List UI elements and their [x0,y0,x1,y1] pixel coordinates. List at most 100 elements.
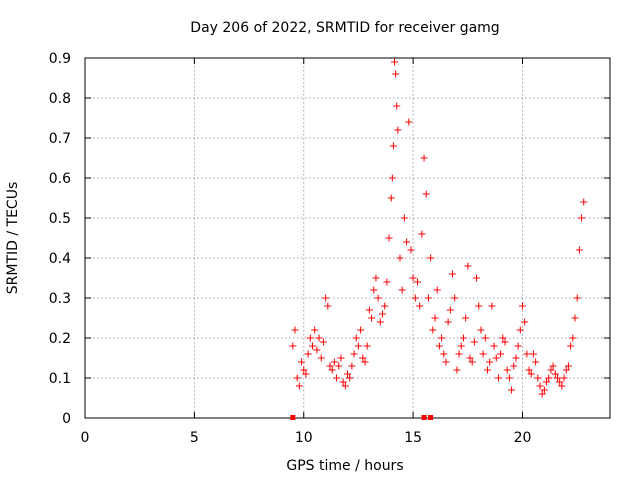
data-point [503,366,511,374]
data-point [492,354,500,362]
data-point [556,378,564,386]
data-point [315,334,323,342]
data-point [370,286,378,294]
data-point [379,310,386,318]
y-tick-label: 0.4 [49,251,71,267]
data-point [306,334,314,342]
data-point [381,302,389,310]
y-tick-label: 0.5 [49,211,71,227]
data-point [512,354,520,362]
data-point [435,342,443,350]
y-tick-label: 0.6 [49,171,71,187]
data-point [339,378,347,386]
x-axis-label: GPS time / hours [286,458,403,474]
data-point [457,342,465,350]
data-point [488,302,496,310]
data-point [560,374,568,382]
data-point [497,350,505,358]
data-point [455,350,463,358]
data-point [494,374,502,382]
data-point [551,370,559,378]
data-point [326,362,334,370]
data-point [352,334,360,342]
data-point [554,374,561,382]
data-point [475,302,483,310]
data-point [484,366,491,374]
chart-title: Day 206 of 2022, SRMTID for receiver gam… [190,20,499,36]
data-point [573,294,581,302]
data-point [534,374,542,382]
data-point [385,234,393,242]
data-point [420,154,428,162]
data-point [388,174,396,182]
data-point [543,378,551,386]
data-point [359,354,367,362]
data-point [424,294,432,302]
data-point [393,102,401,110]
data-point [477,326,485,334]
data-point [508,386,516,394]
data-point [505,374,513,382]
data-point [427,254,435,262]
data-point [433,286,441,294]
data-point [527,370,535,378]
data-point [400,214,408,222]
plot-frame [84,57,611,419]
data-point [416,302,424,310]
data-point [521,318,529,326]
data-point [291,326,299,334]
data-point [462,314,470,322]
data-point [354,342,362,350]
data-point [341,382,349,390]
data-point [479,350,487,358]
data-point [295,382,303,390]
data-point [540,386,548,394]
data-point [300,366,308,374]
data-point [558,382,566,390]
data-point [330,358,338,366]
data-point [519,302,526,310]
baseline-marker [290,415,296,420]
x-axis: 0 5 10 15 20 [81,58,531,446]
data-point [365,306,373,314]
data-point [549,362,557,370]
data-point [422,190,430,198]
data-point [418,230,426,238]
data-point [293,374,301,382]
data-point [510,362,518,370]
data-point [350,350,358,358]
data-point [317,354,325,362]
data-point [324,302,332,310]
data-point [562,366,570,374]
data-point [575,246,583,254]
data-point [407,246,415,254]
y-tick-label: 0.1 [49,371,71,387]
data-point [398,286,406,294]
data-point [442,358,450,366]
data-point [481,334,489,342]
data-point [414,278,421,286]
y-tick-label: 0.2 [49,331,71,347]
y-tick-label: 0.8 [49,91,71,107]
data-point [501,338,509,346]
y-axis: 0 0.1 0.2 0.3 0.4 0.5 0.6 0.7 0.8 0.9 [49,51,610,427]
data-point [337,354,345,362]
data-point [392,70,400,78]
data-point [451,294,459,302]
data-point [470,338,478,346]
data-point [545,374,553,382]
data-point [374,294,382,302]
data-point [514,342,522,350]
data-point [411,294,419,302]
data-point [322,294,330,302]
data-point [431,314,439,322]
baseline-marker [428,415,434,420]
data-point [383,278,391,286]
data-point [580,198,588,206]
x-tick-label: 15 [404,430,422,446]
data-point [298,358,306,366]
data-point [346,374,354,382]
data-point [525,366,533,374]
data-point [444,318,452,326]
data-point [523,350,531,358]
